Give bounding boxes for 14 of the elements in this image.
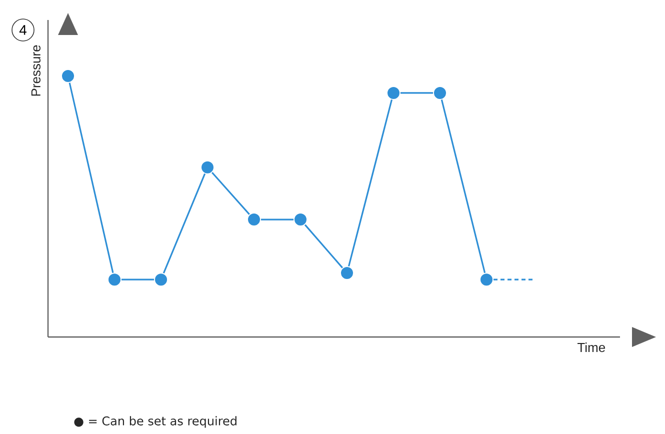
point [61,69,76,84]
y-axis-title: Pressure [31,45,40,96]
text: ● = Can be set as required [74,416,236,428]
point [200,160,215,174]
point [479,272,494,287]
text: 4 [19,25,26,35]
point [386,86,400,100]
point [340,266,354,280]
point [433,86,447,100]
point [154,272,168,287]
point [108,272,122,287]
point [247,212,261,227]
point [294,212,308,227]
x-axis-title: Time [577,342,606,352]
